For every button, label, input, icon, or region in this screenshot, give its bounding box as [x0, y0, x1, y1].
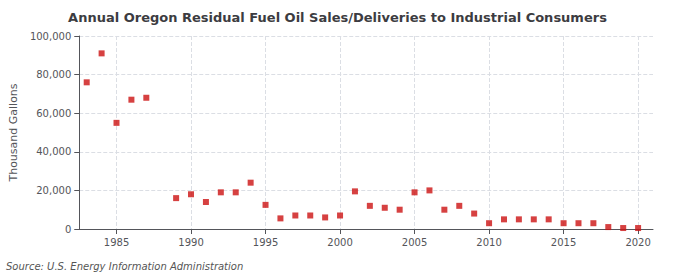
svg-text:2000: 2000 — [327, 237, 352, 248]
svg-text:Source: U.S. Energy Informatio: Source: U.S. Energy Information Administ… — [6, 261, 243, 272]
svg-text:2015: 2015 — [551, 237, 576, 248]
svg-text:1985: 1985 — [104, 237, 129, 248]
svg-text:100,000: 100,000 — [30, 31, 71, 42]
svg-text:Annual Oregon Residual Fuel Oi: Annual Oregon Residual Fuel Oil Sales/De… — [68, 10, 607, 25]
svg-text:2005: 2005 — [402, 237, 427, 248]
svg-text:1990: 1990 — [178, 237, 203, 248]
svg-text:0: 0 — [65, 224, 71, 235]
svg-text:40,000: 40,000 — [36, 146, 71, 157]
svg-text:1995: 1995 — [253, 237, 278, 248]
svg-text:2010: 2010 — [476, 237, 501, 248]
svg-text:Thousand Gallons: Thousand Gallons — [7, 83, 20, 182]
svg-text:2020: 2020 — [625, 237, 650, 248]
svg-text:20,000: 20,000 — [36, 185, 71, 196]
svg-text:60,000: 60,000 — [36, 108, 71, 119]
svg-text:80,000: 80,000 — [36, 69, 71, 80]
